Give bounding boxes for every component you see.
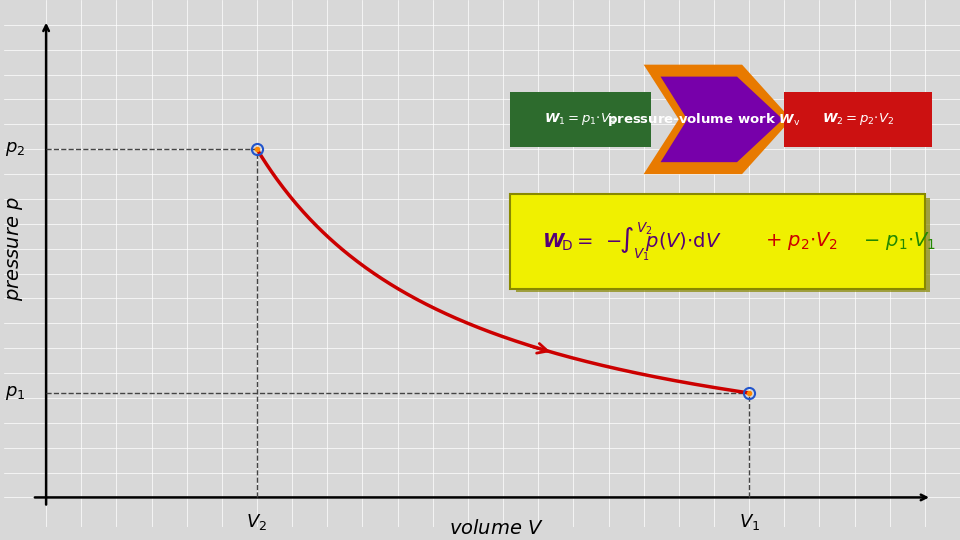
Text: $\boldsymbol{W}_{\!\mathrm{D}}{=}\;-\!\!\int_{V_1}^{V_2}\!\!p(V){\cdot}\mathrm{d: $\boldsymbol{W}_{\!\mathrm{D}}{=}\;-\!\!… (542, 220, 722, 262)
Text: $V_2$: $V_2$ (247, 512, 268, 532)
FancyBboxPatch shape (784, 92, 932, 147)
FancyBboxPatch shape (516, 198, 930, 293)
FancyBboxPatch shape (510, 92, 651, 147)
Polygon shape (660, 77, 782, 162)
FancyBboxPatch shape (510, 194, 924, 288)
Text: pressure $p$: pressure $p$ (6, 197, 25, 301)
Polygon shape (643, 65, 791, 174)
Text: $V_1$: $V_1$ (738, 512, 759, 532)
Text: $\boldsymbol{W}_2=p_2{\cdot}V_2$: $\boldsymbol{W}_2=p_2{\cdot}V_2$ (822, 111, 894, 127)
Text: $-\ p_1{\cdot}V_1$: $-\ p_1{\cdot}V_1$ (863, 230, 936, 252)
Text: pressure-volume work $\boldsymbol{W}_{\mathrm{v}}$: pressure-volume work $\boldsymbol{W}_{\m… (607, 111, 801, 128)
Text: $+\ p_2{\cdot}V_2$: $+\ p_2{\cdot}V_2$ (764, 230, 838, 252)
Text: volume $V$: volume $V$ (448, 519, 543, 538)
Text: $\boldsymbol{W}_1=p_1{\cdot}V_1$: $\boldsymbol{W}_1=p_1{\cdot}V_1$ (544, 111, 616, 127)
Text: $p_2$: $p_2$ (5, 140, 25, 158)
Text: $p_1$: $p_1$ (5, 384, 25, 402)
